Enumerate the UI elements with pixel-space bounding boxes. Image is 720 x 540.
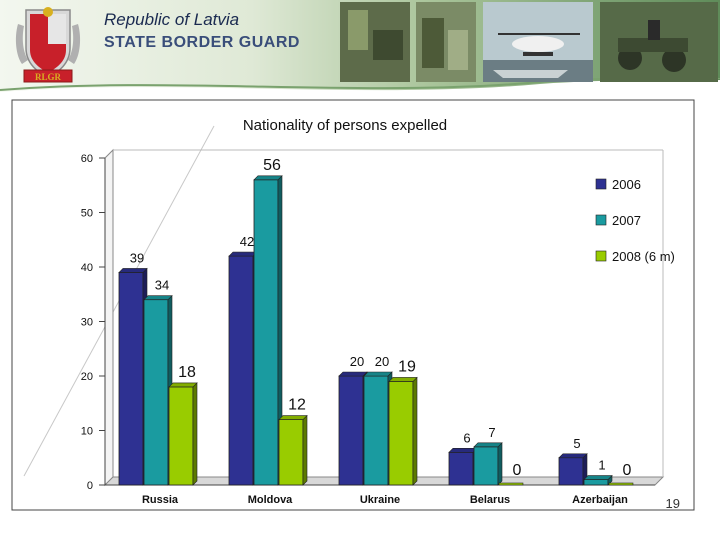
x-category-label: Azerbaijan [572, 494, 628, 506]
data-label: 42 [240, 234, 254, 249]
data-label: 12 [288, 397, 306, 414]
data-label: 1 [598, 458, 605, 473]
x-category-label: Russia [142, 494, 179, 506]
data-label: 5 [573, 436, 580, 451]
bar-front [498, 482, 524, 486]
bar-front [253, 179, 279, 486]
bar-2006-moldova [228, 251, 258, 486]
bar-front [583, 479, 609, 486]
bar-2006-russia [118, 267, 148, 486]
data-label: 7 [488, 425, 495, 440]
data-label: 6 [463, 430, 470, 445]
bar-side [192, 382, 198, 486]
data-label: 0 [623, 462, 632, 479]
y-tick-label: 0 [87, 480, 93, 492]
header-title-agency: STATE BORDER GUARD [104, 34, 300, 51]
y-tick-label: 10 [81, 426, 93, 438]
chart-category-labels: Russia Moldova Ukraine Belarus Azerbaijan [142, 494, 628, 506]
bar-front [473, 446, 499, 486]
legend-label: 2008 (6 m) [612, 249, 675, 264]
x-category-label: Ukraine [360, 494, 400, 506]
chart-side-wall [104, 148, 114, 487]
data-label: 18 [178, 364, 196, 381]
bar-front [448, 451, 474, 486]
bar-2007-belarus [473, 442, 503, 486]
header-banner: RLGR Republic of Latvia STATE BORDER GUA… [0, 0, 720, 100]
crest-caption: RLGR [35, 72, 62, 82]
bar-2007-moldova [253, 175, 283, 486]
bar-2008-6-m--moldova [278, 414, 308, 486]
bar-side [412, 376, 418, 486]
bar-top [228, 251, 258, 257]
y-tick-label: 50 [81, 208, 93, 220]
bar-2007-russia [143, 294, 173, 486]
bar-front [363, 375, 389, 486]
data-label: 20 [350, 354, 364, 369]
bar-2008-6-m--belarus [498, 482, 524, 486]
x-category-label: Moldova [248, 494, 293, 506]
bar-front [608, 482, 634, 486]
chart-legend: 2006 2007 2008 (6 m) [595, 177, 675, 264]
y-tick-label: 30 [81, 317, 93, 329]
bar-top [388, 377, 418, 382]
coat-of-arms-logo: RLGR [15, 7, 81, 83]
data-label: 39 [130, 250, 144, 265]
legend-label: 2006 [612, 177, 641, 192]
bar-front [228, 255, 254, 486]
bar-front [278, 419, 304, 486]
bar-front [558, 457, 584, 486]
bar-top [143, 295, 173, 301]
data-label: 20 [375, 354, 389, 369]
bar-2008-6-m--azerbaijan [608, 482, 634, 486]
bar-2008-6-m--ukraine [388, 376, 418, 486]
bar-top [363, 371, 393, 377]
data-label: 19 [398, 358, 416, 375]
bar-top [473, 442, 503, 448]
bar-side [302, 414, 308, 486]
y-tick-label: 60 [81, 153, 93, 165]
legend-label: 2007 [612, 213, 641, 228]
bar-top [338, 371, 368, 377]
y-tick-label: 20 [81, 371, 93, 383]
bar-2008-6-m--russia [168, 382, 198, 486]
bar-2007-ukraine [363, 371, 393, 486]
bar-top [118, 268, 148, 273]
x-category-label: Belarus [470, 494, 510, 506]
chart-bars [118, 175, 634, 486]
bar-front [118, 272, 144, 486]
bar-2007-azerbaijan [583, 474, 613, 486]
page-number: 19 [665, 496, 680, 511]
bar-front [388, 381, 414, 486]
legend-swatch [595, 214, 607, 226]
bar-front [143, 299, 169, 486]
bar-2006-ukraine [338, 371, 368, 486]
data-label: 56 [263, 157, 281, 174]
legend-swatch [595, 178, 607, 190]
data-label: 34 [155, 278, 169, 293]
bar-top [448, 447, 478, 453]
bar-2006-azerbaijan [558, 453, 588, 486]
bar-top [168, 382, 198, 388]
header-photo-collage [340, 2, 718, 82]
bar-top [583, 475, 613, 480]
chart-title: Nationality of persons expelled [243, 117, 447, 134]
bar-front [338, 375, 364, 486]
bar-front [168, 386, 194, 486]
legend-swatch [595, 250, 607, 262]
header-title-country: Republic of Latvia [104, 10, 240, 29]
data-label: 0 [513, 462, 522, 479]
bar-top [558, 453, 588, 459]
bar-2006-belarus [448, 447, 478, 486]
bar-top [253, 175, 283, 181]
bar-side [497, 442, 503, 486]
bar-top [278, 415, 308, 420]
y-tick-label: 40 [81, 262, 93, 274]
